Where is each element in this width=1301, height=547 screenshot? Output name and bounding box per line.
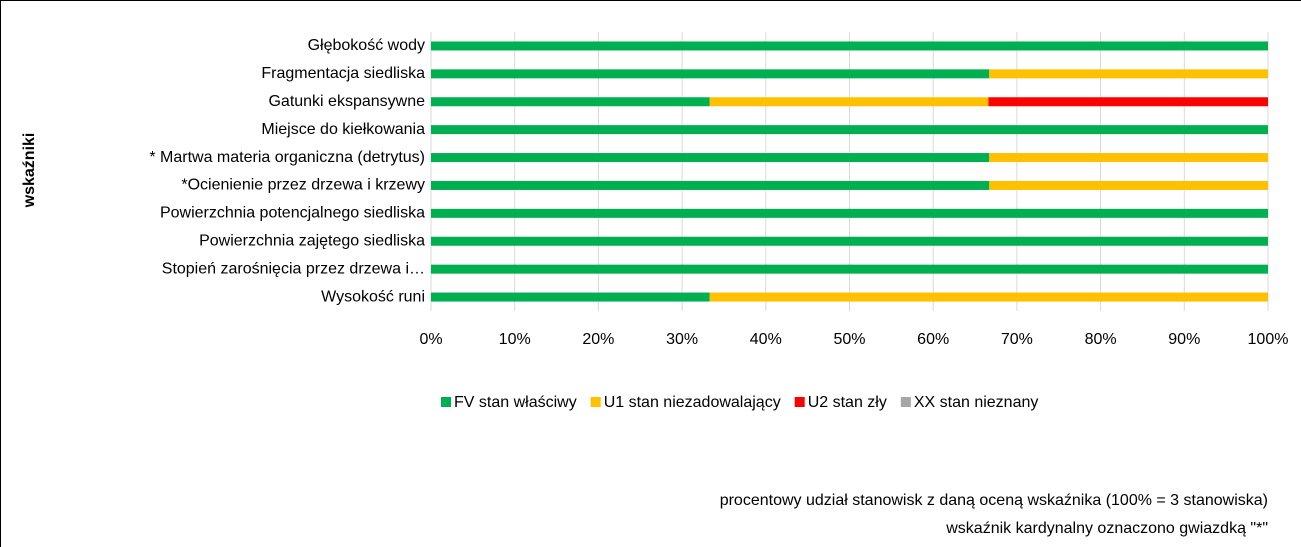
legend-swatch — [794, 397, 805, 407]
x-tick-label: 70% — [1001, 331, 1033, 348]
legend-swatch — [900, 397, 911, 407]
y-tick-label: Głębokość wody — [308, 37, 425, 54]
bar-segment — [989, 153, 1268, 163]
y-tick-label: Powierzchnia zajętego siedliska — [199, 232, 425, 249]
bar-segment — [431, 97, 710, 107]
x-tick-label: 100% — [1248, 331, 1289, 348]
bar-segment — [988, 97, 1268, 107]
bar-segment — [709, 97, 989, 107]
bar-segment — [431, 180, 990, 190]
bar-segment — [431, 153, 990, 163]
bar-segment — [431, 292, 710, 302]
legend-label: U1 stan niezadowalający — [604, 394, 781, 411]
legend-swatch — [441, 397, 451, 407]
y-tick-label: Gatunki ekspansywne — [268, 93, 425, 110]
y-tick-label: Wysokość runi — [321, 288, 425, 305]
y-tick-label: * Martwa materia organiczna (detrytus) — [149, 149, 425, 166]
bar-segment — [431, 69, 990, 79]
x-tick-label: 80% — [1085, 331, 1117, 348]
y-tick-label: *Ocienienie przez drzewa i krzewy — [181, 177, 425, 194]
bar-segment — [431, 41, 1268, 51]
legend-label: XX stan nieznany — [914, 394, 1039, 411]
bar-segment — [989, 69, 1268, 79]
bar-segment — [709, 292, 1268, 302]
annotation: procentowy udział stanowisk z daną oceną… — [720, 492, 1268, 509]
y-tick-label: Fragmentacja siedliska — [261, 65, 425, 82]
legend-label: U2 stan zły — [808, 394, 887, 411]
bar-segment — [431, 264, 1268, 274]
bar-segment — [989, 180, 1268, 190]
legend-swatch — [590, 397, 601, 407]
bar-segment — [431, 208, 1268, 218]
x-tick-label: 40% — [750, 331, 782, 348]
y-axis-label: wskaźniki — [21, 133, 38, 209]
y-tick-label: Powierzchnia potencjalnego siedliska — [160, 205, 425, 222]
bar-segment — [431, 236, 1268, 246]
x-tick-label: 20% — [582, 331, 614, 348]
x-tick-label: 30% — [666, 331, 698, 348]
x-tick-label: 0% — [419, 331, 442, 348]
y-tick-label: Stopień zarośnięcia przez drzewa i… — [162, 260, 425, 277]
x-tick-label: 60% — [917, 331, 949, 348]
x-tick-label: 50% — [833, 331, 865, 348]
x-tick-label: 90% — [1168, 331, 1200, 348]
x-tick-label: 10% — [499, 331, 531, 348]
bar-segment — [431, 125, 1268, 135]
legend-label: FV stan właściwy — [454, 394, 577, 411]
y-tick-label: Miejsce do kiełkowania — [261, 121, 425, 138]
annotation: wskaźnik kardynalny oznaczono gwiazdką "… — [945, 520, 1268, 537]
